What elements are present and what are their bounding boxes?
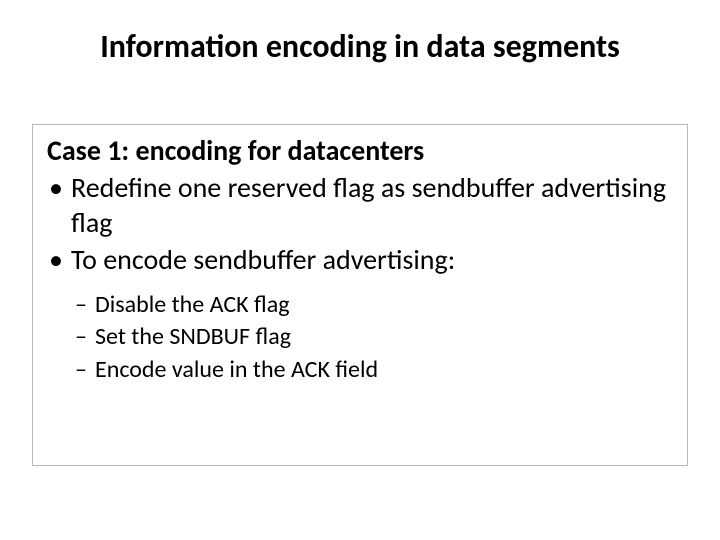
bullet-l1-item: • Redefine one reserved flag as sendbuff… <box>47 170 673 240</box>
bullet-l2-text: Encode value in the ACK field <box>95 355 378 384</box>
bullet-dot-icon: • <box>49 170 63 205</box>
bullet-dot-icon: • <box>49 242 63 277</box>
slide-title: Information encoding in data segments <box>0 28 720 66</box>
bullet-l1-text: Redefine one reserved flag as sendbuffer… <box>71 170 666 240</box>
bullet-l2-item: – Encode value in the ACK field <box>47 354 673 386</box>
slide: Information encoding in data segments Ca… <box>0 0 720 540</box>
spacer <box>47 279 673 289</box>
bullet-l2-item: – Set the SNDBUF flag <box>47 321 673 353</box>
bullet-l2-text: Disable the ACK flag <box>95 290 290 319</box>
bullet-l1-text: To encode sendbuffer advertising: <box>71 242 455 277</box>
bullet-l2-text: Set the SNDBUF flag <box>95 322 291 351</box>
bullet-l1-item: • To encode sendbuffer advertising: <box>47 242 673 277</box>
bullet-dash-icon: – <box>75 321 87 353</box>
case-heading: Case 1: encoding for datacenters <box>47 133 673 168</box>
bullet-dash-icon: – <box>75 289 87 321</box>
bullet-l2-item: – Disable the ACK flag <box>47 289 673 321</box>
bullet-dash-icon: – <box>75 354 87 386</box>
content-box: Case 1: encoding for datacenters • Redef… <box>32 124 688 466</box>
